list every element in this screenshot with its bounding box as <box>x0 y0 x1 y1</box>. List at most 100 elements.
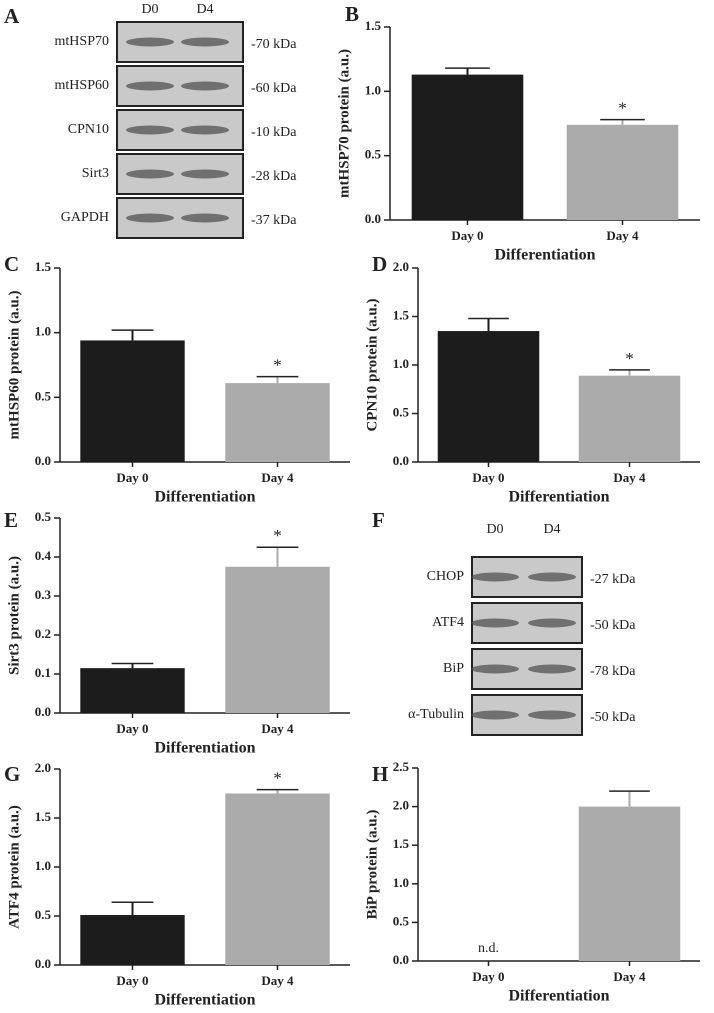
panel-letter: B <box>345 2 359 26</box>
y-tick-label: 0.4 <box>35 548 52 563</box>
lane-label: D4 <box>543 522 560 537</box>
protein-label: α-Tubulin <box>408 707 464 722</box>
blot-band <box>471 572 519 582</box>
error-bar <box>445 67 490 75</box>
x-tick-label: Day 4 <box>613 470 646 485</box>
bar <box>225 383 330 462</box>
y-tick-label: 0.3 <box>35 587 52 602</box>
y-tick-label: 0.5 <box>365 147 382 162</box>
error-bar <box>256 375 299 384</box>
panel-letter: G <box>4 762 20 786</box>
error-bar <box>609 369 650 376</box>
lane-label: D0 <box>486 522 503 537</box>
y-tick-label: 0.0 <box>393 453 409 468</box>
x-tick-label: Day 0 <box>451 228 483 243</box>
y-tick-label: 1.5 <box>35 259 52 274</box>
significance-mark: * <box>273 768 282 787</box>
y-tick-label: 2.0 <box>393 798 409 813</box>
bar <box>411 74 524 221</box>
x-axis-title: Differentiation <box>154 489 255 506</box>
y-tick-label: 1.5 <box>393 307 410 322</box>
y-tick-label: 0.0 <box>365 211 381 226</box>
y-axis-title: mtHSP70 protein (a.u.) <box>336 49 352 198</box>
y-axis-title: ATF4 protein (a.u.) <box>6 805 22 929</box>
blot-band <box>528 618 576 628</box>
x-tick-label: Day 4 <box>261 470 294 485</box>
significance-mark: * <box>625 349 634 368</box>
x-tick-label: Day 0 <box>472 470 504 485</box>
size-label: -27 kDa <box>590 572 636 587</box>
y-tick-label: 1.0 <box>35 858 51 873</box>
blot-band <box>126 81 174 91</box>
panel-letter: E <box>4 508 18 532</box>
error-bar <box>111 662 154 669</box>
x-tick-label: Day 4 <box>261 721 294 736</box>
panel-letter: F <box>372 508 385 532</box>
blot-band <box>126 213 174 223</box>
panel-letter: H <box>372 762 388 786</box>
protein-label: Sirt3 <box>82 166 109 181</box>
blot-band <box>471 664 519 674</box>
protein-label: GAPDH <box>61 210 109 225</box>
y-axis-title: CPN10 protein (a.u.) <box>364 298 380 431</box>
panel-letter: D <box>372 252 387 276</box>
y-tick-label: 1.0 <box>393 356 409 371</box>
significance-mark: * <box>273 356 282 375</box>
bar <box>578 375 681 462</box>
x-tick-label: Day 0 <box>116 470 148 485</box>
y-tick-label: 0.1 <box>35 665 51 680</box>
bar <box>80 340 185 462</box>
x-tick-label: Day 4 <box>606 228 639 243</box>
bar <box>566 124 679 220</box>
size-label: -28 kDa <box>251 169 297 184</box>
y-tick-label: 1.0 <box>393 875 409 890</box>
bar <box>80 915 185 965</box>
y-tick-label: 0.2 <box>35 626 51 641</box>
y-axis-title: Sirt3 protein (a.u.) <box>6 556 22 675</box>
protein-label: mtHSP60 <box>55 78 109 93</box>
size-label: -37 kDa <box>251 213 297 228</box>
y-tick-label: 2.0 <box>35 760 51 775</box>
error-bar <box>609 790 650 807</box>
bar <box>225 793 330 965</box>
y-tick-label: 0.5 <box>393 913 410 928</box>
y-tick-label: 1.0 <box>35 324 51 339</box>
x-tick-label: Day 0 <box>472 969 504 984</box>
blot-band <box>528 664 576 674</box>
size-label: -50 kDa <box>590 618 636 633</box>
x-axis-title: Differentiation <box>154 992 255 1009</box>
x-axis-title: Differentiation <box>508 489 609 506</box>
y-tick-label: 0.0 <box>35 704 51 719</box>
y-tick-label: 0.5 <box>35 388 52 403</box>
lane-label: D4 <box>196 2 213 17</box>
panel-letter: A <box>4 4 20 28</box>
x-tick-label: Day 0 <box>116 721 148 736</box>
y-tick-label: 1.5 <box>393 836 410 851</box>
y-axis-title: BiP protein (a.u.) <box>364 810 380 920</box>
protein-label: CHOP <box>427 569 465 584</box>
panel-letter: C <box>4 252 19 276</box>
significance-mark: * <box>273 526 282 545</box>
blot-band <box>181 169 229 179</box>
error-bar <box>600 118 645 125</box>
blot-band <box>181 37 229 47</box>
blot-band <box>528 710 576 720</box>
y-tick-label: 0.5 <box>35 907 52 922</box>
x-axis-title: Differentiation <box>154 740 255 757</box>
y-tick-label: 1.5 <box>365 18 382 33</box>
blot-band <box>126 125 174 135</box>
significance-mark: * <box>618 99 627 118</box>
error-bar <box>468 317 509 332</box>
y-tick-label: 0.5 <box>35 509 52 524</box>
protein-label: ATF4 <box>432 615 464 630</box>
blot-band <box>471 710 519 720</box>
blot-band <box>528 572 576 582</box>
protein-label: BiP <box>443 661 464 676</box>
bar <box>80 668 185 713</box>
size-label: -60 kDa <box>251 81 297 96</box>
size-label: -78 kDa <box>590 664 636 679</box>
blot-band <box>181 213 229 223</box>
y-tick-label: 0.0 <box>393 952 409 967</box>
error-bar <box>256 788 299 794</box>
error-bar <box>256 546 299 567</box>
